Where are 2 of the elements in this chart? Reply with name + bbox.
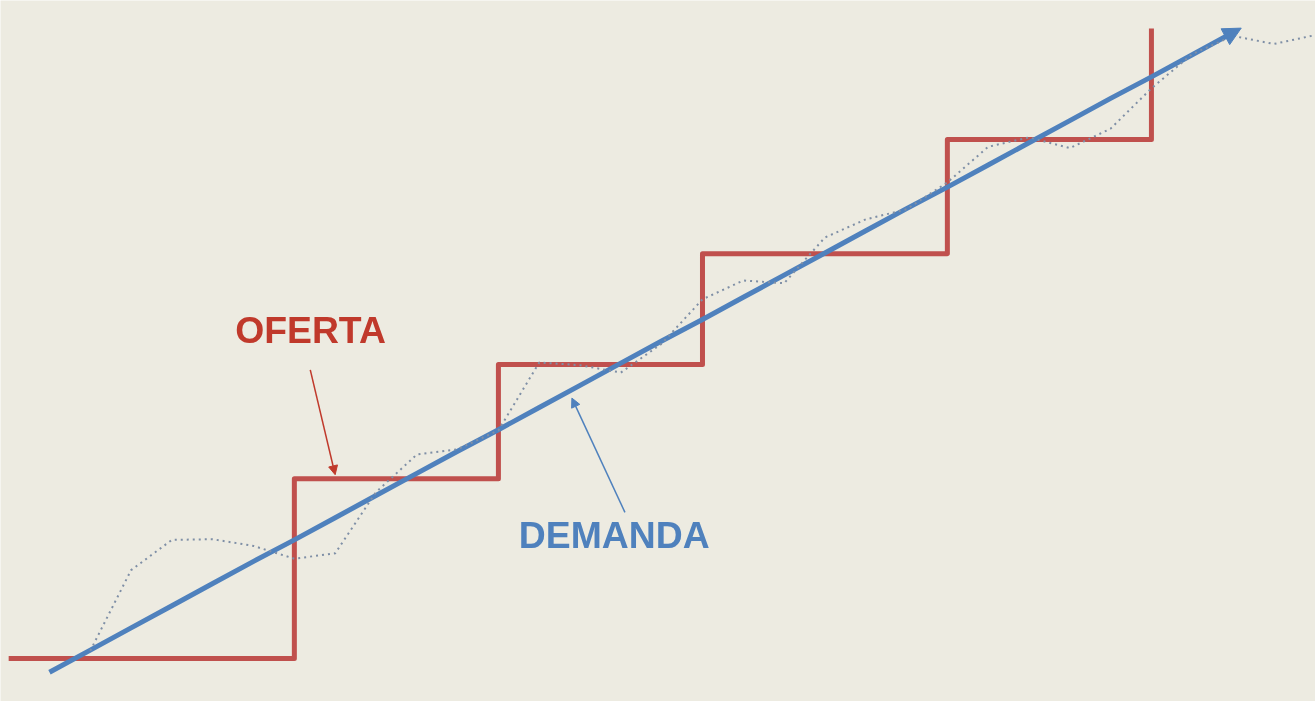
text: DEMANDA <box>518 514 710 557</box>
text: OFERTA <box>235 309 386 352</box>
